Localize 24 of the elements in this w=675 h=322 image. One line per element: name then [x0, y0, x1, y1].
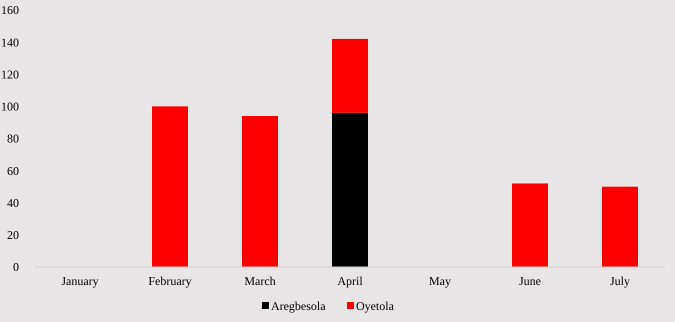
y-tick-label: 100 [1, 100, 19, 114]
y-tick-label: 120 [1, 67, 19, 82]
x-tick-label: June [519, 274, 541, 288]
y-tick-label: 140 [1, 35, 19, 50]
y-tick-label: 40 [7, 196, 19, 210]
y-tick-label: 160 [1, 3, 19, 18]
x-tick-label: July [610, 274, 630, 288]
x-tick-label: February [148, 274, 192, 288]
legend-label: Oyetola [356, 299, 395, 314]
bar [332, 38, 368, 113]
bar [332, 112, 368, 267]
x-tick-label: March [244, 274, 276, 288]
x-tick-label: May [429, 274, 451, 288]
legend-label: Aregbesola [270, 299, 326, 314]
x-tick-label: January [61, 274, 99, 288]
bar [602, 186, 638, 267]
bar [512, 183, 548, 267]
bar [152, 106, 188, 267]
y-tick-label: 0 [13, 260, 19, 274]
bar [242, 116, 278, 267]
y-tick-label: 20 [7, 228, 19, 242]
y-tick-label: 80 [7, 132, 19, 146]
y-tick-label: 60 [7, 164, 19, 178]
x-tick-label: April [337, 274, 364, 288]
